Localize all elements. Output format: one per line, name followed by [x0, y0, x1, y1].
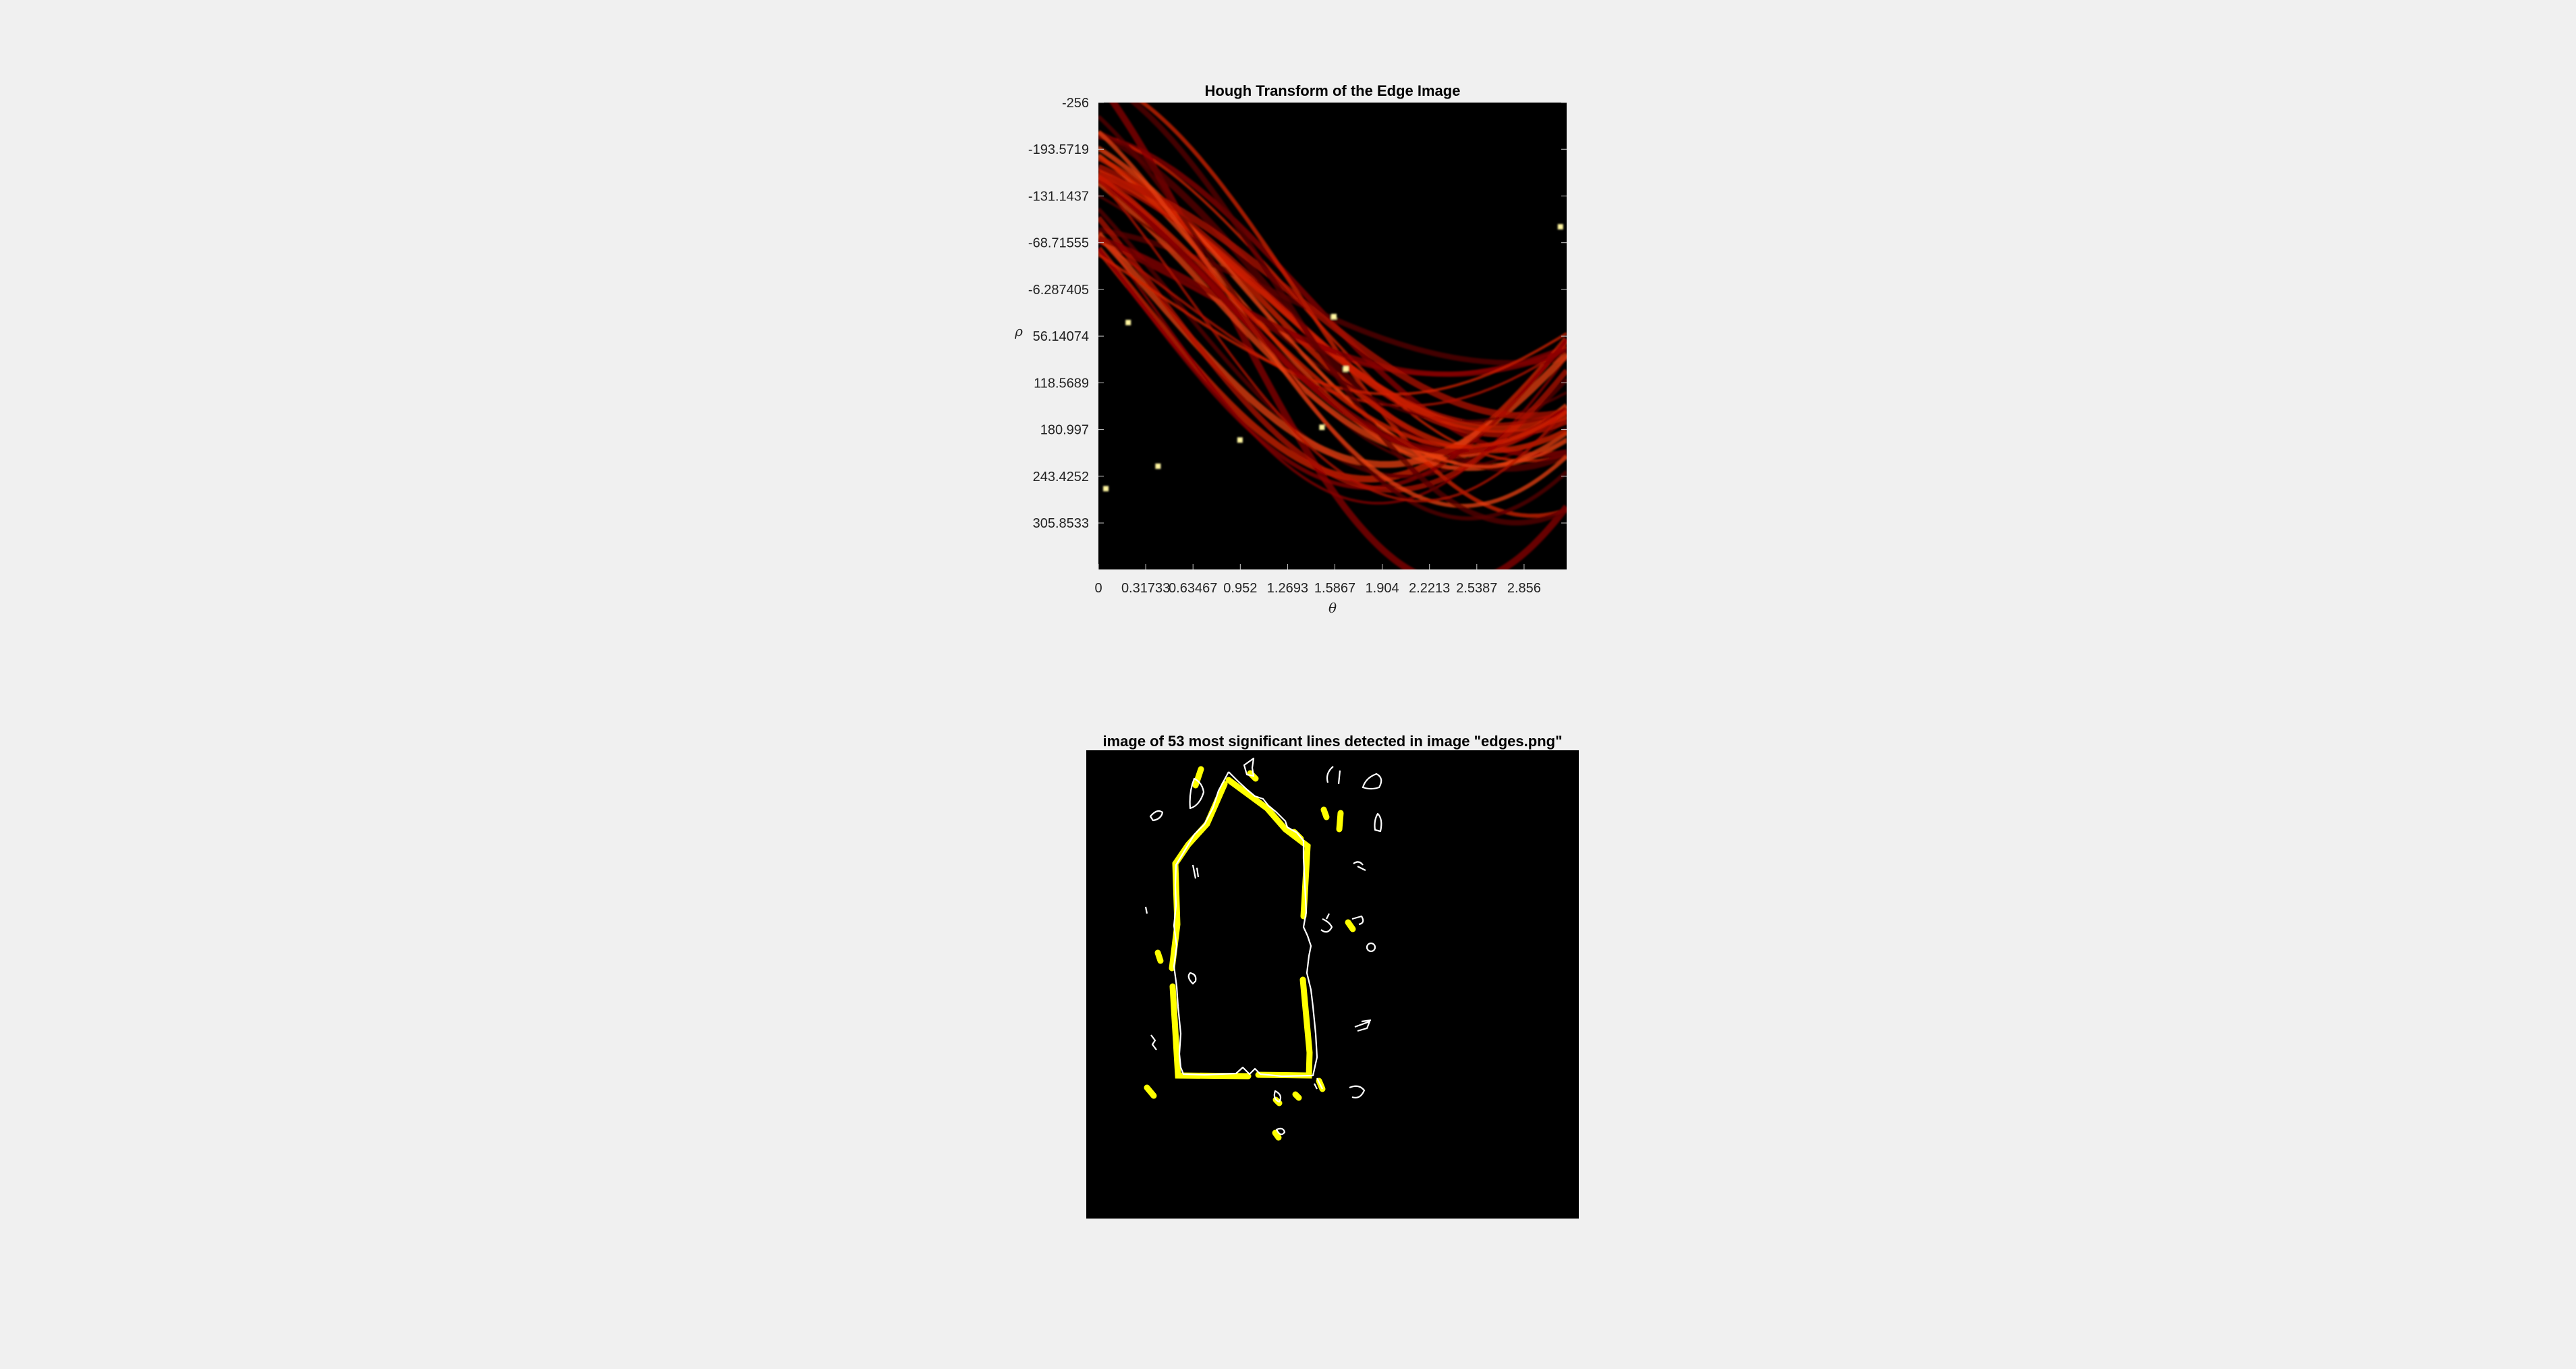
detected-line	[1225, 777, 1311, 920]
hough-peak	[1103, 486, 1109, 492]
hough-peak	[1125, 320, 1131, 326]
hough-peak	[1237, 437, 1243, 443]
x-tick-label: 0.31733	[1121, 581, 1170, 596]
detected-line	[1320, 806, 1330, 820]
hough-curve	[1098, 173, 1567, 420]
edge-blob	[1243, 757, 1255, 777]
y-tick-label: -193.5719	[1028, 142, 1089, 157]
hough-curve	[1098, 176, 1567, 455]
x-tick-label: 0	[1094, 581, 1102, 596]
detected-line	[1154, 949, 1164, 964]
hough-curve	[1098, 130, 1567, 508]
hough-curve	[1098, 132, 1567, 463]
edge-blob	[1351, 915, 1364, 926]
hough-curve	[1098, 235, 1567, 377]
hough-peak	[1331, 314, 1337, 320]
y-tick-label: 305.8533	[1033, 516, 1089, 531]
edge-blob	[1326, 766, 1341, 785]
y-tick-label: 243.4252	[1033, 470, 1089, 484]
edge-blob	[1144, 906, 1148, 914]
edge-contour	[1173, 771, 1318, 1078]
detected-line	[1291, 829, 1304, 842]
x-tick-label: 1.5867	[1314, 581, 1355, 596]
detected-line	[1192, 766, 1204, 789]
edge-blob	[1273, 1090, 1282, 1103]
y-tick-label: 180.997	[1040, 423, 1089, 438]
x-tick-label: 2.2213	[1409, 581, 1450, 596]
lines-image-background	[1086, 750, 1579, 1219]
edge-blob	[1192, 864, 1200, 879]
y-tick-label: -256	[1062, 96, 1089, 111]
y-axis-label: ρ	[1014, 323, 1023, 339]
hough-peak	[1319, 424, 1325, 430]
hough-curve	[1098, 177, 1567, 503]
detected-line	[1345, 919, 1356, 932]
hough-curve	[1139, 103, 1567, 518]
detected-line	[1255, 976, 1313, 1079]
hough-curve	[1098, 254, 1567, 396]
x-tick-label: 1.2693	[1267, 581, 1308, 596]
hough-title: Hough Transform of the Edge Image	[1204, 82, 1461, 99]
x-tick-label: 0.63467	[1169, 581, 1217, 596]
hough-peak	[1343, 366, 1349, 372]
x-tick-label: 1.904	[1366, 581, 1399, 596]
detected-line	[1292, 1091, 1302, 1101]
y-tick-label: 56.14074	[1033, 329, 1089, 344]
x-tick-label: 2.5387	[1456, 581, 1497, 596]
edge-blob	[1353, 861, 1366, 871]
edge-blob	[1362, 773, 1382, 790]
edge-blob	[1149, 810, 1164, 822]
detected-line	[1336, 810, 1344, 833]
y-tick-label: -131.1437	[1028, 189, 1089, 204]
edge-blob	[1354, 1019, 1372, 1032]
edge-blob	[1189, 777, 1205, 810]
edge-blob	[1374, 812, 1382, 833]
hough-peak	[1557, 224, 1563, 230]
edge-blob	[1320, 913, 1333, 933]
detected-line	[1169, 983, 1252, 1080]
edge-contours	[1144, 757, 1382, 1136]
x-tick-label: 2.856	[1507, 581, 1541, 596]
hough-curve	[1129, 103, 1567, 526]
hough-peak	[1155, 463, 1161, 469]
lines-image-axes	[1086, 750, 1579, 1219]
lines-image-title: image of 53 most significant lines detec…	[1102, 733, 1563, 750]
edge-blob	[1349, 1085, 1366, 1098]
x-tick-label: 0.952	[1223, 581, 1257, 596]
x-axis-label: θ	[1328, 600, 1337, 616]
hough-curve	[1098, 175, 1567, 449]
y-tick-label: -6.287405	[1028, 283, 1089, 298]
y-tick-label: -68.71555	[1028, 236, 1089, 251]
detected-line	[1272, 1129, 1282, 1141]
detected-line	[1144, 1084, 1157, 1099]
edge-blob	[1275, 1127, 1286, 1136]
edge-blob	[1187, 972, 1197, 985]
edge-blob	[1150, 1034, 1157, 1051]
edge-blob	[1366, 942, 1376, 953]
edge-blob	[1314, 1078, 1323, 1090]
y-tick-label: 118.5689	[1034, 376, 1089, 391]
